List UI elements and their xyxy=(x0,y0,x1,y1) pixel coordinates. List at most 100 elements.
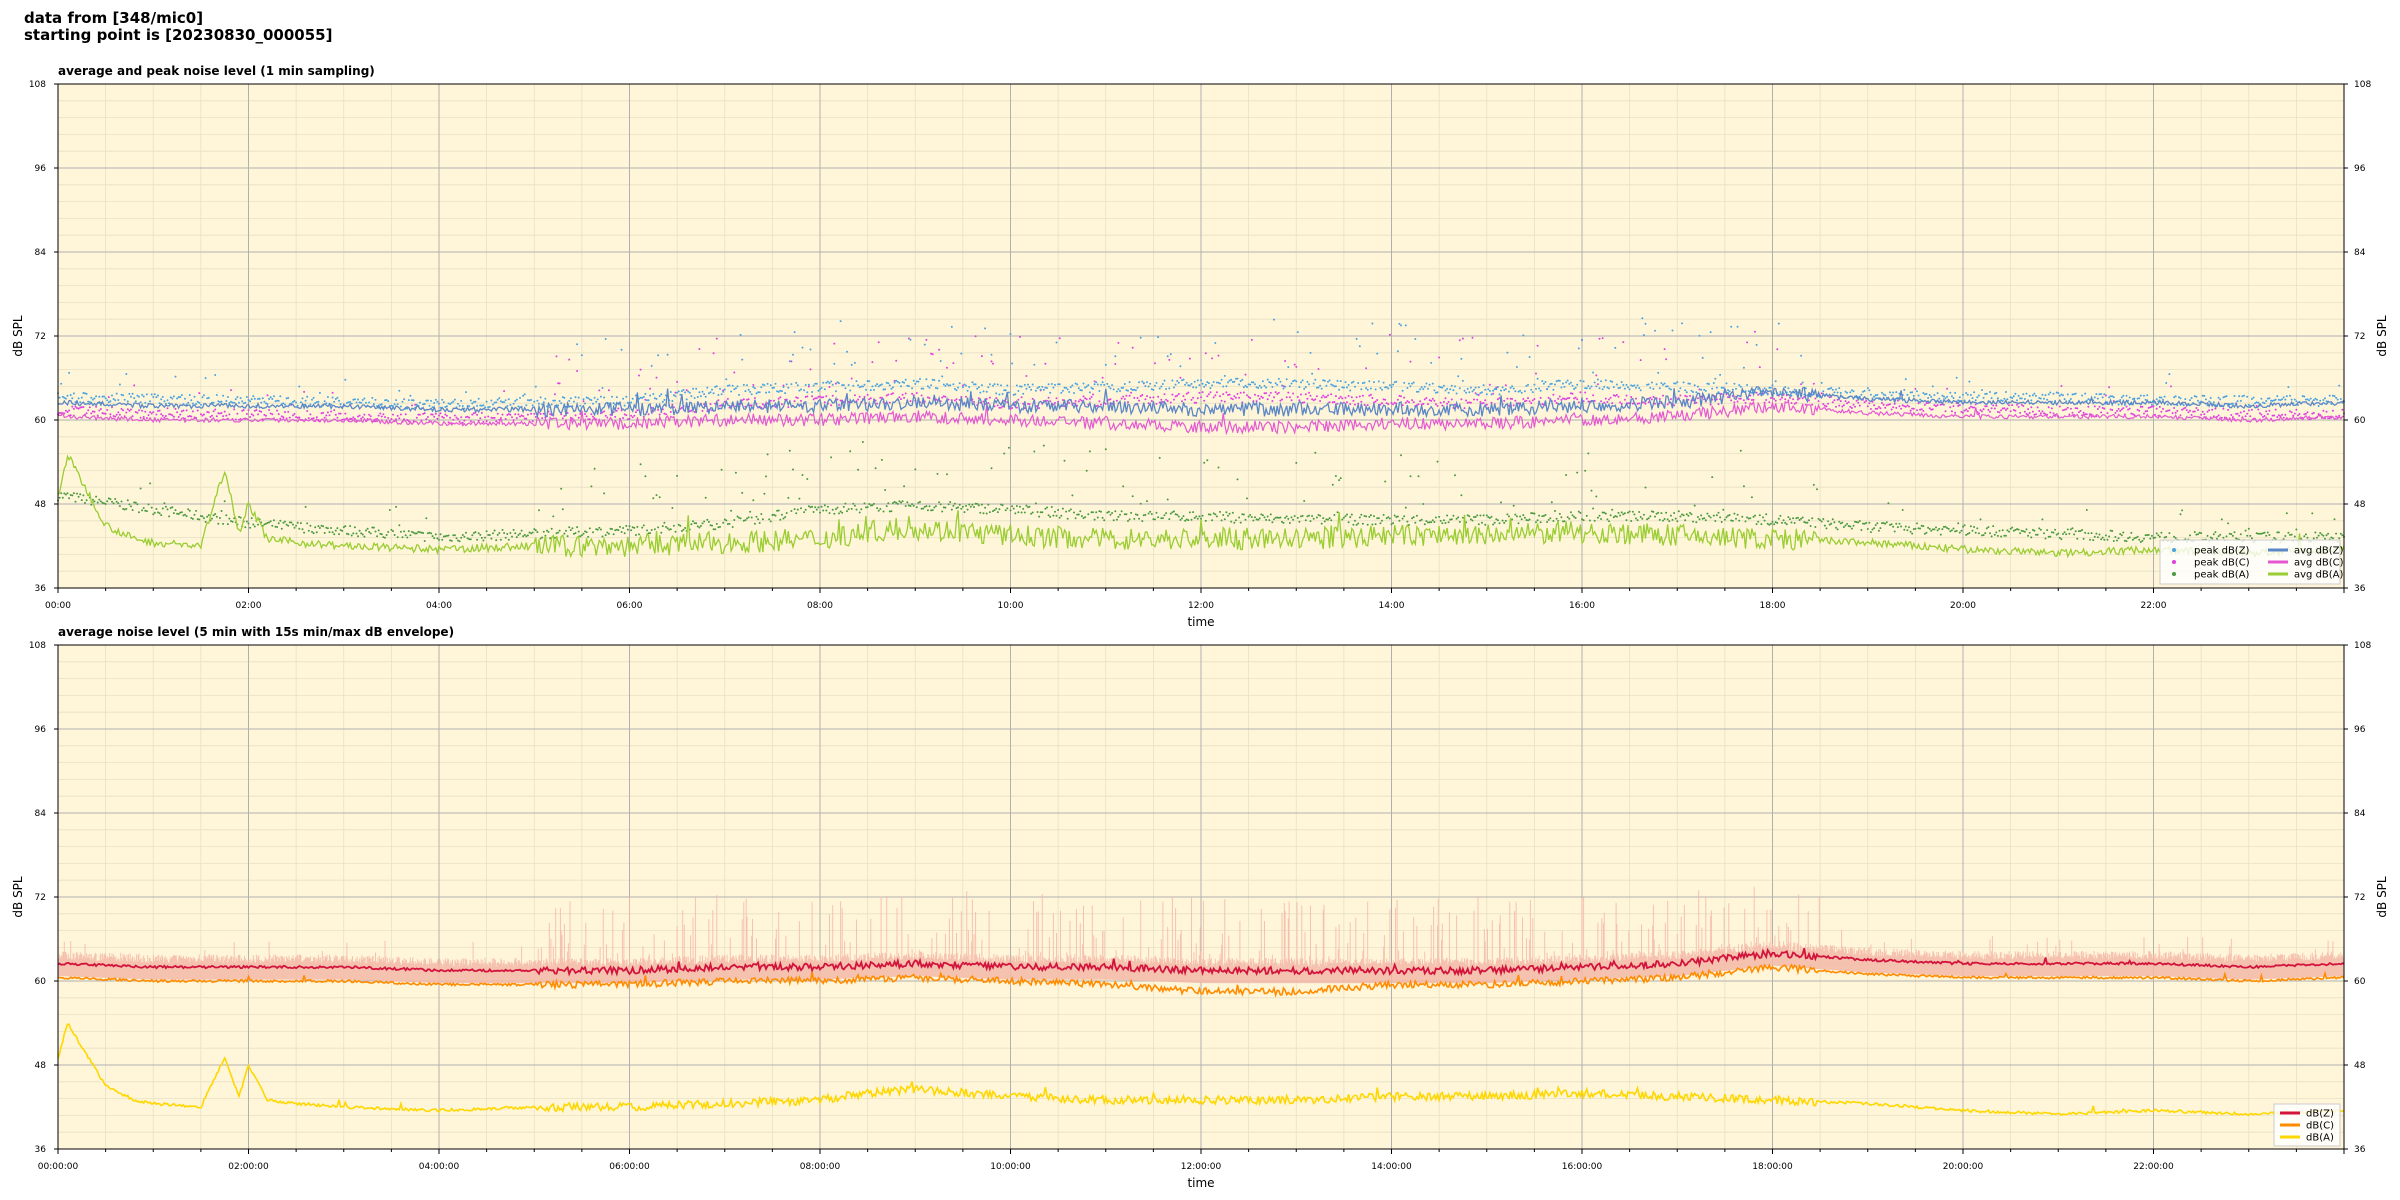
peak-point xyxy=(66,492,69,495)
peak-point xyxy=(1322,379,1325,382)
peak-point xyxy=(169,507,172,509)
peak-point xyxy=(226,396,229,398)
peak-point xyxy=(1996,410,1999,413)
peak-point xyxy=(2112,540,2115,542)
peak-point xyxy=(2255,532,2258,535)
peak-point xyxy=(465,531,467,534)
peak-point xyxy=(1269,513,1272,516)
peak-point xyxy=(245,396,248,398)
peak-point xyxy=(1049,515,1052,518)
peak-point xyxy=(98,395,101,398)
peak-point xyxy=(450,401,453,404)
peak-point xyxy=(438,538,440,541)
peak-point xyxy=(1792,517,1795,520)
peak-point xyxy=(2014,528,2017,531)
peak-point xyxy=(2117,403,2120,406)
peak-point xyxy=(138,409,140,412)
peak-point xyxy=(2290,398,2293,401)
peak-point xyxy=(1047,383,1050,386)
peak-point xyxy=(1577,510,1580,513)
peak-point xyxy=(372,403,375,406)
peak-point xyxy=(91,398,94,401)
peak-point xyxy=(828,386,831,388)
peak-point xyxy=(122,409,125,412)
peak-point xyxy=(392,405,394,408)
peak-point xyxy=(666,353,669,356)
peak-point xyxy=(619,525,621,528)
peak-point xyxy=(369,532,372,535)
peak-point xyxy=(1319,400,1322,402)
peak-point xyxy=(1762,516,1764,519)
peak-point xyxy=(1608,398,1610,401)
peak-point xyxy=(2160,396,2163,399)
peak-point xyxy=(677,523,680,526)
peak-point xyxy=(239,397,242,399)
peak-point xyxy=(1279,399,1282,402)
peak-point xyxy=(1263,516,1266,519)
peak-point xyxy=(288,416,291,419)
peak-point xyxy=(565,529,567,532)
peak-point xyxy=(1942,525,1945,528)
peak-point xyxy=(1965,392,1968,394)
peak-point xyxy=(823,504,826,507)
peak-point xyxy=(774,382,777,385)
peak-point xyxy=(187,508,190,511)
peak-point xyxy=(1908,526,1910,529)
peak-point xyxy=(1673,404,1676,407)
peak-point xyxy=(1593,399,1596,402)
peak-point xyxy=(617,529,620,532)
peak-point xyxy=(468,405,471,408)
peak-point xyxy=(1538,387,1541,390)
peak-point xyxy=(1935,405,1937,408)
peak-point xyxy=(2101,536,2104,539)
peak-point xyxy=(1793,522,1796,524)
peak-point xyxy=(1400,395,1402,398)
peak-point xyxy=(228,413,231,416)
peak-point xyxy=(1582,380,1585,383)
peak-point xyxy=(1520,391,1523,394)
peak-point xyxy=(563,532,566,535)
peak-point xyxy=(1042,388,1045,391)
peak-point xyxy=(655,494,658,497)
peak-point xyxy=(1831,401,1834,404)
peak-point xyxy=(261,397,264,400)
series-dbz xyxy=(57,947,2345,977)
peak-point xyxy=(1981,410,1983,413)
peak-point xyxy=(1493,521,1496,524)
peak-point xyxy=(445,534,448,537)
peak-point xyxy=(426,399,429,402)
peak-point xyxy=(839,320,842,323)
peak-point xyxy=(1273,318,1275,321)
peak-point xyxy=(2230,402,2233,405)
peak-point xyxy=(1171,379,1174,382)
peak-point xyxy=(1357,522,1360,525)
peak-point xyxy=(874,467,877,470)
peak-point xyxy=(853,504,856,507)
peak-point xyxy=(2316,398,2318,401)
peak-point xyxy=(1668,520,1671,523)
peak-point xyxy=(2304,533,2307,536)
peak-point xyxy=(504,399,507,402)
peak-point xyxy=(1106,511,1109,514)
peak-point xyxy=(1292,392,1295,395)
peak-point xyxy=(1852,524,1855,527)
peak-point xyxy=(995,397,998,400)
peak-point xyxy=(2184,398,2187,401)
peak-point xyxy=(1620,402,1623,405)
peak-point xyxy=(107,497,110,500)
peak-point xyxy=(917,501,920,504)
peak-point xyxy=(971,503,974,506)
peak-point xyxy=(836,398,839,401)
peak-point xyxy=(1433,389,1436,392)
peak-point xyxy=(1511,397,1514,400)
peak-point xyxy=(1846,391,1849,394)
peak-point xyxy=(355,532,358,535)
peak-point xyxy=(93,397,96,400)
peak-point xyxy=(923,505,926,508)
peak-point xyxy=(1271,386,1274,388)
peak-point xyxy=(771,386,774,389)
peak-point xyxy=(1244,373,1247,376)
peak-point xyxy=(1528,356,1531,358)
peak-point xyxy=(250,413,253,416)
peak-point xyxy=(484,406,486,409)
